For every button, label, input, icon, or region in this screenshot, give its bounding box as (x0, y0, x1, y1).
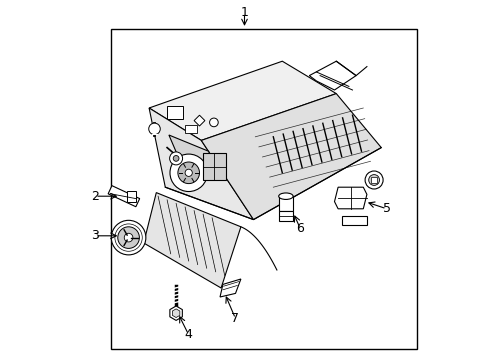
Bar (111, 29, 416, 349)
Circle shape (368, 175, 379, 185)
Bar (167, 106, 183, 119)
Polygon shape (149, 61, 336, 140)
Circle shape (173, 156, 179, 161)
Text: 1: 1 (240, 6, 248, 19)
Text: 7: 7 (231, 312, 239, 325)
Ellipse shape (278, 193, 292, 199)
Polygon shape (168, 135, 219, 176)
Circle shape (170, 154, 207, 192)
Circle shape (209, 118, 218, 127)
Polygon shape (149, 108, 253, 220)
Circle shape (185, 169, 192, 176)
Circle shape (178, 162, 199, 184)
Circle shape (111, 220, 145, 255)
Polygon shape (172, 309, 180, 318)
Bar (370, 177, 376, 183)
Bar (203, 153, 226, 180)
Bar (185, 125, 196, 133)
Text: 2: 2 (91, 190, 99, 203)
Polygon shape (341, 216, 366, 225)
Text: 6: 6 (296, 222, 304, 235)
Polygon shape (220, 279, 241, 297)
Circle shape (169, 152, 182, 165)
Circle shape (365, 171, 382, 189)
Bar (278, 211, 292, 221)
Bar (278, 196, 292, 211)
Polygon shape (334, 187, 366, 209)
Circle shape (148, 123, 160, 135)
Circle shape (118, 227, 139, 248)
Polygon shape (194, 115, 204, 126)
Polygon shape (309, 61, 355, 90)
Text: 4: 4 (184, 328, 192, 341)
Circle shape (124, 233, 133, 242)
Text: 3: 3 (91, 229, 99, 242)
Bar (127, 191, 136, 202)
Text: 5: 5 (382, 202, 390, 215)
Polygon shape (108, 186, 140, 207)
Polygon shape (169, 306, 182, 320)
Polygon shape (143, 193, 241, 288)
Polygon shape (201, 94, 381, 220)
